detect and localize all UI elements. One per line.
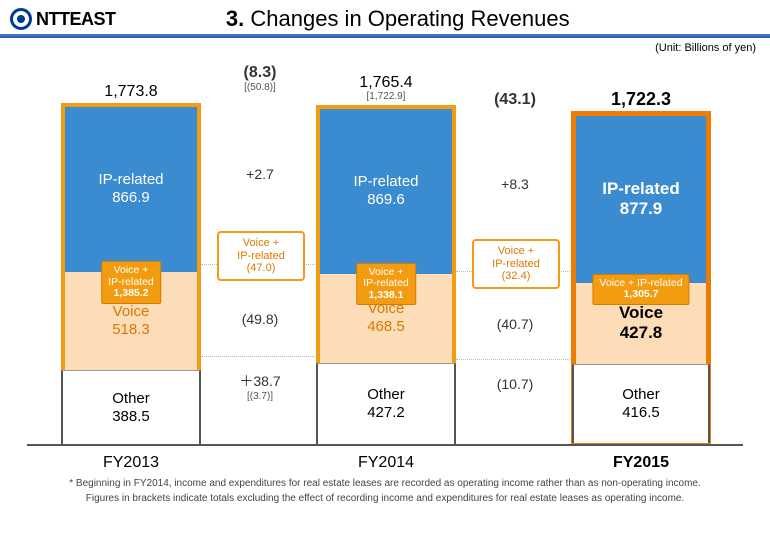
segment-other: Other427.2 bbox=[316, 363, 456, 444]
segment-name: Voice bbox=[113, 303, 150, 321]
delta-top: (43.1) bbox=[460, 91, 570, 109]
segment-value: 866.9 bbox=[112, 189, 150, 207]
delta-voice-ip-pill: Voice +IP-related(47.0) bbox=[217, 231, 305, 281]
fy-label: FY2014 bbox=[316, 454, 456, 472]
segment-name: Voice bbox=[619, 303, 663, 323]
delta-other: (10.7) bbox=[460, 376, 570, 392]
bar-fy2015: 1,722.3 IP-related877.9 Voice427.8 Other416… bbox=[571, 90, 711, 444]
voice-ip-pill: Voice +IP-related1,385.2 bbox=[101, 261, 161, 304]
segment-value: 518.3 bbox=[112, 321, 150, 339]
delta-voice-ip-pill: Voice +IP-related(32.4) bbox=[472, 239, 560, 289]
section-number: 3. bbox=[226, 6, 244, 31]
segment-name: IP-related bbox=[98, 171, 163, 189]
delta-other: ＋38.7[(3.7)] bbox=[205, 371, 315, 402]
connector bbox=[456, 359, 574, 360]
segment-name: Other bbox=[112, 390, 150, 408]
segment-ip: IP-related869.6 bbox=[320, 109, 452, 274]
segment-value: 869.6 bbox=[367, 191, 405, 209]
segment-value: 877.9 bbox=[620, 199, 663, 219]
bar-fy2014: 1,765.4[1,722.9]IP-related869.6Voice468.… bbox=[316, 75, 456, 444]
segment-value: 468.5 bbox=[367, 318, 405, 336]
page-title: 3. Changes in Operating Revenues bbox=[116, 6, 761, 32]
delta-ip: +2.7 bbox=[205, 166, 315, 182]
fy-label: FY2015 bbox=[571, 454, 711, 472]
segment-value: 416.5 bbox=[622, 404, 660, 422]
segment-name: Other bbox=[367, 386, 405, 404]
segment-other: Other388.5 bbox=[61, 370, 201, 444]
ntt-logo-icon bbox=[10, 8, 32, 30]
segment-value: 427.2 bbox=[367, 404, 405, 422]
delta-voice: (49.8) bbox=[205, 311, 315, 327]
delta-voice: (40.7) bbox=[460, 316, 570, 332]
company-name: NTTEAST bbox=[36, 9, 116, 30]
total-label: 1,765.4[1,722.9] bbox=[359, 75, 412, 102]
logo: NTTEAST bbox=[10, 8, 116, 30]
segment-ip: IP-related877.9 bbox=[576, 116, 706, 283]
stacked-bar: IP-related866.9 Voice518.3 Other388.5 Voice… bbox=[61, 103, 201, 444]
segment-value: 427.8 bbox=[620, 323, 663, 343]
delta-ip: +8.3 bbox=[460, 176, 570, 192]
voice-ip-pill: Voice +IP-related1,338.1 bbox=[356, 263, 416, 306]
bar-fy2013: 1,773.8 IP-related866.9 Voice518.3 Other388… bbox=[61, 84, 201, 444]
unit-label: (Unit: Billions of yen) bbox=[0, 38, 770, 54]
segment-name: Other bbox=[622, 386, 660, 404]
connector bbox=[201, 356, 319, 357]
total-label: 1,773.8 bbox=[104, 84, 157, 101]
segment-name: IP-related bbox=[353, 173, 418, 191]
segment-other: Other416.5 bbox=[572, 364, 710, 443]
segment-value: 388.5 bbox=[112, 408, 150, 426]
segment-name: IP-related bbox=[602, 179, 679, 199]
title-text: Changes in Operating Revenues bbox=[250, 6, 569, 31]
total-label: 1,722.3 bbox=[611, 90, 671, 109]
voice-ip-pill: Voice + IP-related1,305.7 bbox=[592, 274, 689, 305]
fy-label: FY2013 bbox=[61, 454, 201, 472]
revenue-chart: 1,773.8IP-related866.9Voice518.3Other388… bbox=[15, 56, 755, 476]
stacked-bar: IP-related869.6Voice468.5Other427.2Voice… bbox=[316, 105, 456, 444]
total-sub: [1,722.9] bbox=[359, 92, 412, 103]
x-axis bbox=[27, 444, 743, 446]
header: NTTEAST 3. Changes in Operating Revenues bbox=[0, 0, 770, 34]
footnote-1: * Beginning in FY2014, income and expend… bbox=[0, 476, 770, 491]
footnote-2: Figures in brackets indicate totals excl… bbox=[0, 491, 770, 506]
segment-ip: IP-related866.9 bbox=[65, 107, 197, 272]
stacked-bar: IP-related877.9 Voice427.8 Other416.5 Voice… bbox=[571, 111, 711, 444]
delta-top: (8.3)[(50.8)] bbox=[205, 64, 315, 93]
